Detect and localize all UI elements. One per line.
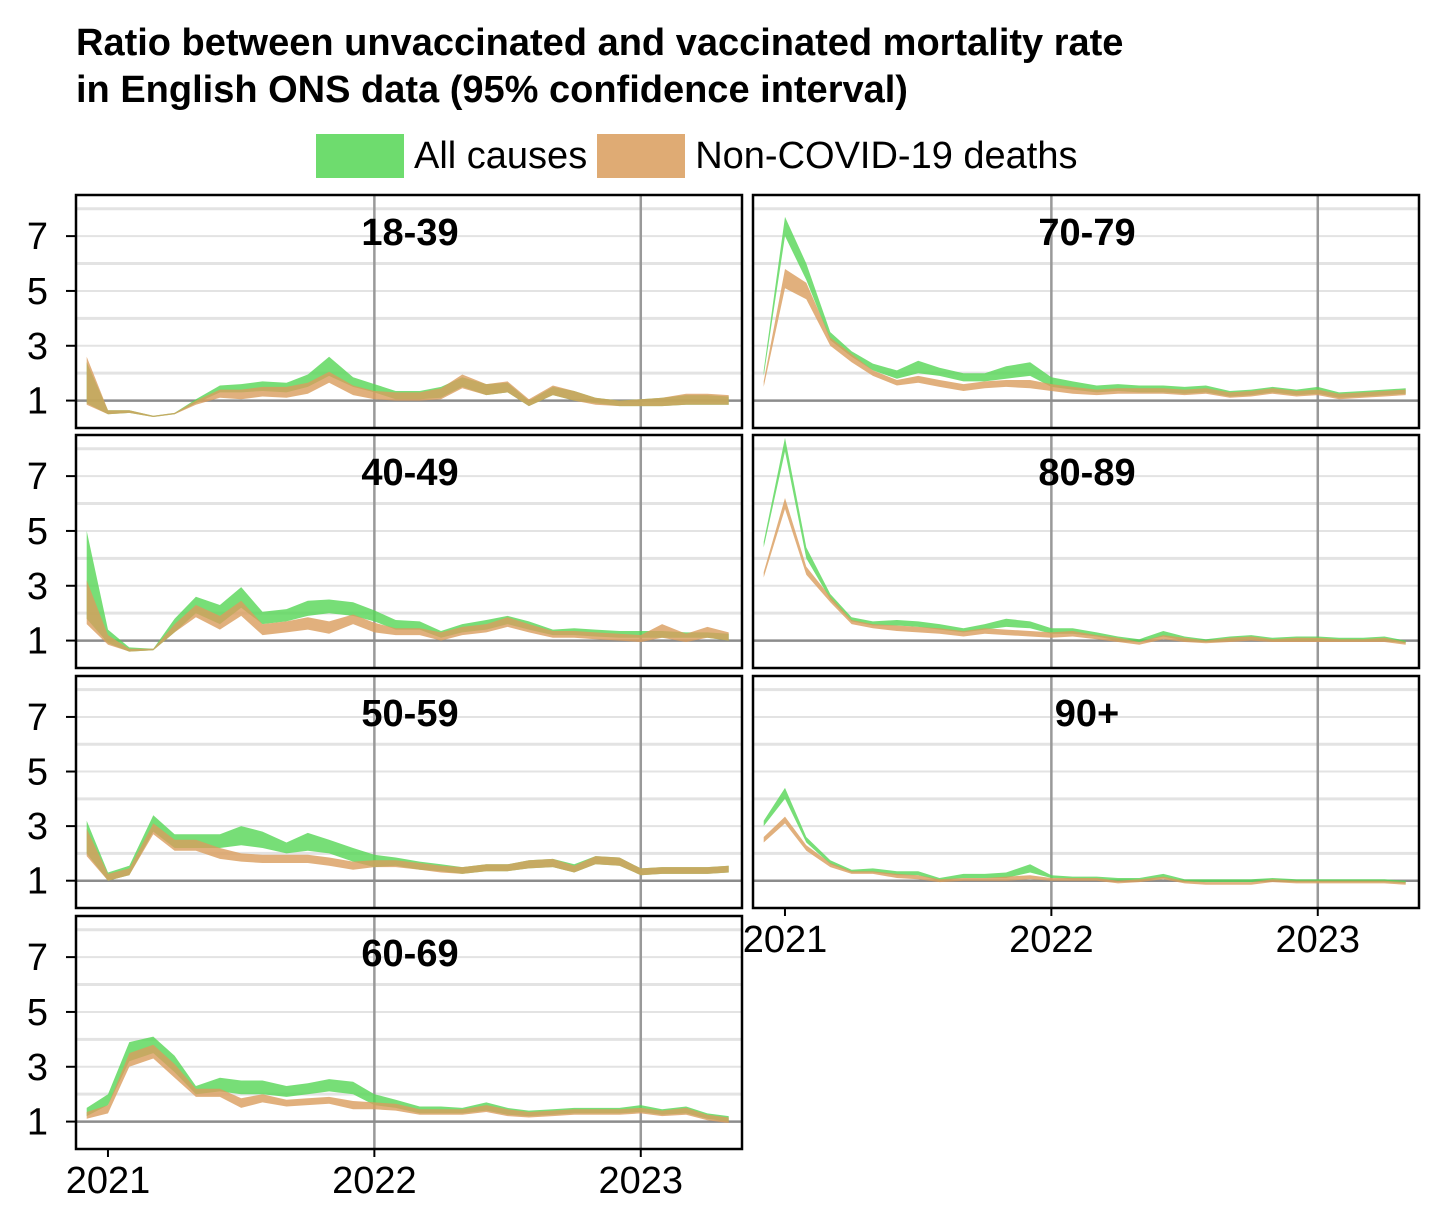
x-tick-label: 2021 <box>743 919 828 961</box>
legend: All causes Non-COVID-19 deaths <box>316 128 1088 184</box>
ribbon-non-covid-70-79 <box>763 269 1406 400</box>
y-tick-label: 7 <box>27 937 48 979</box>
panel-label: 70-79 <box>1038 212 1135 254</box>
chart-title-line-1: Ratio between unvaccinated and vaccinate… <box>76 22 1124 64</box>
panel-label: 80-89 <box>1038 452 1135 494</box>
y-tick-label: 3 <box>27 566 48 608</box>
legend-swatch-non-covid <box>597 134 686 178</box>
panel-60-69: 60-69 1 3 5 7 2021 2022 2023 <box>27 914 744 1202</box>
ribbon-non-covid-40-49 <box>86 580 729 652</box>
ribbon-all-causes-90-plus <box>763 787 1406 884</box>
legend-item-non-covid: Non-COVID-19 deaths <box>597 134 1078 178</box>
panel-frame <box>74 433 744 670</box>
y-tick-label: 7 <box>27 216 48 258</box>
chart-title-line-2: in English ONS data (95% confidence inte… <box>76 69 908 111</box>
x-tick-label: 2023 <box>598 1160 683 1202</box>
panel-frame <box>751 193 1421 430</box>
y-tick-label: 1 <box>27 1102 48 1144</box>
legend-label-non-covid: Non-COVID-19 deaths <box>695 134 1078 177</box>
panel-label: 60-69 <box>361 933 458 975</box>
y-tick-label: 5 <box>27 752 48 794</box>
y-tick-label: 7 <box>27 456 48 498</box>
panel-frame <box>751 433 1421 670</box>
ribbon-non-covid-60-69 <box>86 1044 729 1123</box>
y-tick-label: 5 <box>27 992 48 1034</box>
x-tick-label: 2021 <box>66 1160 151 1202</box>
panel-frame <box>74 674 744 910</box>
panel-90-plus: 90+ 2021 2022 2023 <box>743 674 1421 961</box>
panel-40-49: 40-49 1 3 5 7 <box>27 433 744 670</box>
legend-item-all-causes: All causes <box>316 134 587 178</box>
y-tick-label: 1 <box>27 381 48 423</box>
y-tick-label: 3 <box>27 326 48 368</box>
panel-70-79: 70-79 <box>751 193 1421 430</box>
ribbon-all-causes-18-39 <box>86 356 729 417</box>
panel-label: 50-59 <box>361 693 458 735</box>
panel-18-39: 18-39 1 3 5 7 <box>27 193 744 430</box>
y-tick-label: 1 <box>27 621 48 663</box>
ribbon-non-covid-50-59 <box>86 823 729 881</box>
ribbon-all-causes-40-49 <box>86 530 729 652</box>
panel-frame <box>74 193 744 430</box>
y-tick-label: 7 <box>27 697 48 739</box>
legend-label-all-causes: All causes <box>414 134 588 177</box>
y-tick-label: 3 <box>27 806 48 848</box>
y-tick-label: 5 <box>27 271 48 313</box>
legend-swatch-all-causes <box>316 134 404 178</box>
panel-50-59: 50-59 1 3 5 7 <box>27 674 744 910</box>
y-tick-label: 3 <box>27 1047 48 1089</box>
panel-frame <box>74 914 744 1151</box>
chart-title: Ratio between unvaccinated and vaccinate… <box>76 20 1123 114</box>
y-tick-label: 1 <box>27 861 48 903</box>
panel-label: 90+ <box>1055 693 1119 735</box>
x-tick-label: 2023 <box>1275 919 1360 961</box>
panel-label: 18-39 <box>361 212 458 254</box>
panel-80-89: 80-89 <box>751 433 1421 670</box>
panel-label: 40-49 <box>361 452 458 494</box>
x-tick-label: 2022 <box>332 1160 417 1202</box>
ribbon-non-covid-80-89 <box>763 498 1406 645</box>
x-tick-label: 2022 <box>1009 919 1094 961</box>
panel-frame <box>751 674 1421 910</box>
y-tick-label: 5 <box>27 511 48 553</box>
